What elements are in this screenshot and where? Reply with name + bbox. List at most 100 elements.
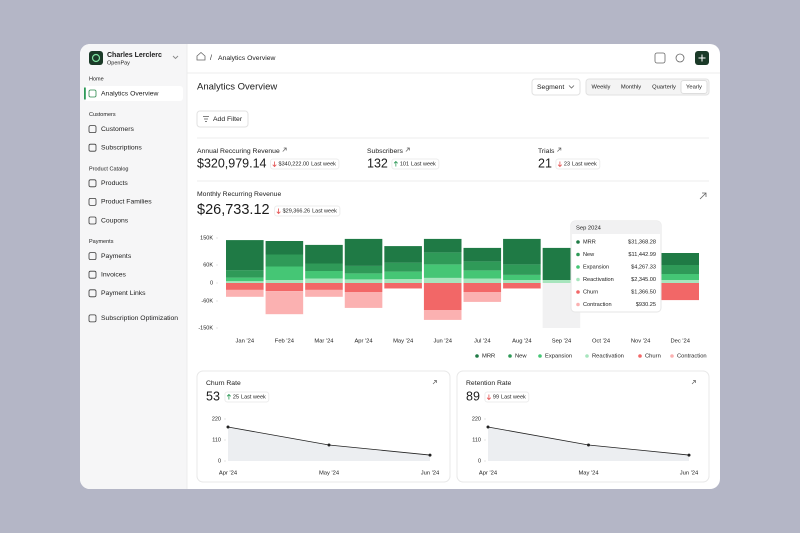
x-tick-label: Apr '24 [479,471,498,477]
bar-segment [661,274,699,280]
bar-segment [305,244,343,264]
nav-item[interactable]: Payments [101,253,132,260]
legend-label: New [515,354,527,360]
bar-segment [463,292,502,302]
account-chevron[interactable] [172,55,179,60]
trend-arrow [276,208,281,215]
nav-icon [88,125,97,133]
bar-segment [503,283,541,289]
org-logo-mark [91,53,101,63]
legend-swatch [638,354,642,358]
delta-label: Last week [572,161,597,167]
x-tick-label: Apr '24 [354,339,373,345]
bar-segment [542,280,581,283]
segment-label: Segment [537,84,564,91]
bar-segment [265,283,304,292]
sidebar [80,44,187,489]
bar-segment [305,289,343,297]
trend-arrow [226,393,231,400]
x-tick-label: Aug '24 [512,339,532,345]
create-plus [698,54,706,62]
add-filter-button[interactable] [196,110,249,128]
legend-label: Expansion [545,354,572,360]
expand-icon[interactable] [699,192,707,200]
x-tick-label: Jun '24 [433,339,452,345]
nav-item[interactable]: Product Families [101,199,152,206]
tooltip-swatch [576,265,580,269]
point [226,425,230,429]
open-icon[interactable] [432,380,437,385]
nav-item[interactable]: Invoices [101,271,127,278]
period-tab[interactable]: Monthly [621,85,641,91]
period-tab[interactable]: Yearly [686,85,702,91]
bar-segment [423,283,462,310]
trend-arrow [272,161,277,168]
kpi-label: Trials [538,148,555,155]
bar-segment [305,263,343,271]
tooltip-title: Sep 2024 [576,226,602,232]
period-tab[interactable]: Weekly [592,85,611,91]
nav-item[interactable]: Payment Links [101,290,146,297]
legend-swatch [538,354,542,358]
kpi-value: $320,979.14 [197,156,267,170]
tooltip-label: Churn [583,289,598,295]
nav-item[interactable]: Subscription Optimization [101,315,178,322]
bar-segment [661,265,699,274]
delta-value: 99 [493,394,499,400]
bar-segment [305,278,343,283]
tooltip-value: $2,345.00 [631,277,656,283]
delta-pill [555,158,601,170]
period-tab-active [680,80,708,94]
y-tick-label: 0 [478,458,481,464]
y-tick-label: 110 [212,437,221,443]
x-tick-label: May '24 [393,339,414,345]
tooltip-value: $4,267.33 [631,264,656,270]
nav-icon [88,179,97,188]
x-tick-label: Jul '24 [474,339,491,345]
x-tick-label: Dec '24 [670,339,690,345]
delta-label: Last week [312,208,337,214]
nav-item[interactable]: Products [101,180,128,187]
nav-item-active-bg [84,86,183,101]
bar-segment [265,266,304,280]
nav-item[interactable]: Analytics Overview [101,90,159,97]
bar-segment [226,240,264,271]
header-icon[interactable] [654,52,666,64]
home-icon[interactable] [196,51,206,61]
legend-label: Churn [645,354,661,360]
kpi-label: Subscribers [367,148,403,155]
kpi-label: Annual Reccuring Revenue [197,148,280,155]
delta-label: Last week [311,161,336,167]
settings-icon[interactable] [675,53,685,63]
nav-item[interactable]: Customers [101,126,134,133]
tooltip-label: Reactivation [583,277,614,283]
trend-arrow [557,161,562,168]
nav-item[interactable]: Subscriptions [101,144,142,151]
legend-swatch [585,354,589,358]
period-tabs [585,78,710,96]
open-icon[interactable] [405,147,410,152]
nav-item[interactable]: Coupons [101,217,129,224]
delta-value: 25 [233,394,239,400]
tooltip-label: New [583,252,595,258]
tooltip-value: $1,366.50 [631,289,656,295]
x-tick-label: Oct '24 [592,339,611,345]
open-icon[interactable] [282,147,287,152]
period-tab[interactable]: Quarterly [652,85,676,91]
delta-pill [270,158,340,170]
bar-segment [226,283,264,290]
bar-segment [503,280,541,283]
x-tick-label: Jun '24 [680,471,699,477]
add-filter-label: Add Filter [213,116,243,123]
bar-segment [423,264,462,278]
x-tick-label: Mar '24 [314,339,334,345]
bar-segment [423,277,462,283]
kpi-value: 21 [538,156,552,170]
segment-dropdown[interactable] [531,78,581,96]
open-icon[interactable] [557,147,562,152]
area [488,427,689,461]
open-icon[interactable] [691,380,696,385]
nav-item-active-bar [84,87,86,100]
